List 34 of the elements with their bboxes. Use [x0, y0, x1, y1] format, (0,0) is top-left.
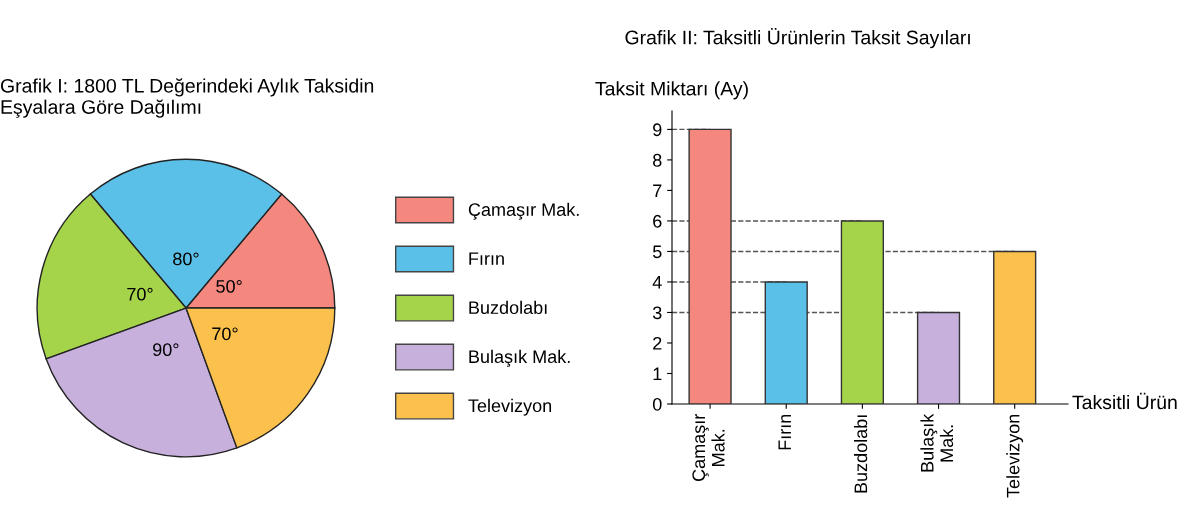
y-tick-label: 0	[652, 397, 662, 411]
data-label: 70°	[127, 287, 153, 301]
x-axis-title: Taksitli Ürün	[1072, 392, 1177, 410]
data-label: 80°	[173, 252, 199, 266]
legend-label: Çamaşır Mak.	[468, 202, 579, 220]
bar	[764, 281, 808, 404]
y-tick-label: 4	[652, 276, 662, 289]
data-label: 70°	[212, 327, 238, 341]
data-label: 90°	[153, 343, 179, 357]
y-tick-label: 7	[653, 184, 662, 197]
chart-title: Grafik I: 1800 TL Değerindeki Aylık Taksidin Eşyalara Göre Dağılımı	[0, 78, 374, 118]
legend-label: Televizyon	[468, 398, 552, 416]
bar	[993, 250, 1037, 404]
y-tick-label: 6	[653, 214, 662, 228]
bar	[916, 311, 961, 404]
legend-label: Bulaşık Mak.	[469, 349, 570, 367]
y-tick-label: 8	[653, 153, 662, 167]
y-axis-title: Taksit Miktarı (Ay)	[595, 81, 748, 100]
x-tick-label: Buzdolabı	[853, 415, 868, 493]
x-tick-label: Fırın	[778, 414, 791, 450]
chart-title: Grafik II: Taksitli Ürünlerin Taksit Sayıları	[625, 27, 970, 49]
y-tick-label: 5	[652, 245, 662, 259]
y-tick-label: 9	[653, 123, 662, 137]
legend-label: Fırın	[469, 252, 504, 265]
y-tick-label: 3	[652, 306, 662, 320]
x-tick-label: Bulaşık Mak.	[920, 413, 954, 472]
data-label: 50°	[216, 279, 242, 293]
x-tick-label: Televizyon	[1006, 414, 1024, 498]
bar	[840, 220, 885, 404]
y-tick-label: 1	[653, 367, 662, 381]
bar	[688, 128, 732, 404]
legend-label: Buzdolabı	[469, 300, 547, 315]
y-tick-label: 2	[653, 336, 662, 350]
x-tick-label: Çamaşır Mak.	[692, 414, 725, 482]
